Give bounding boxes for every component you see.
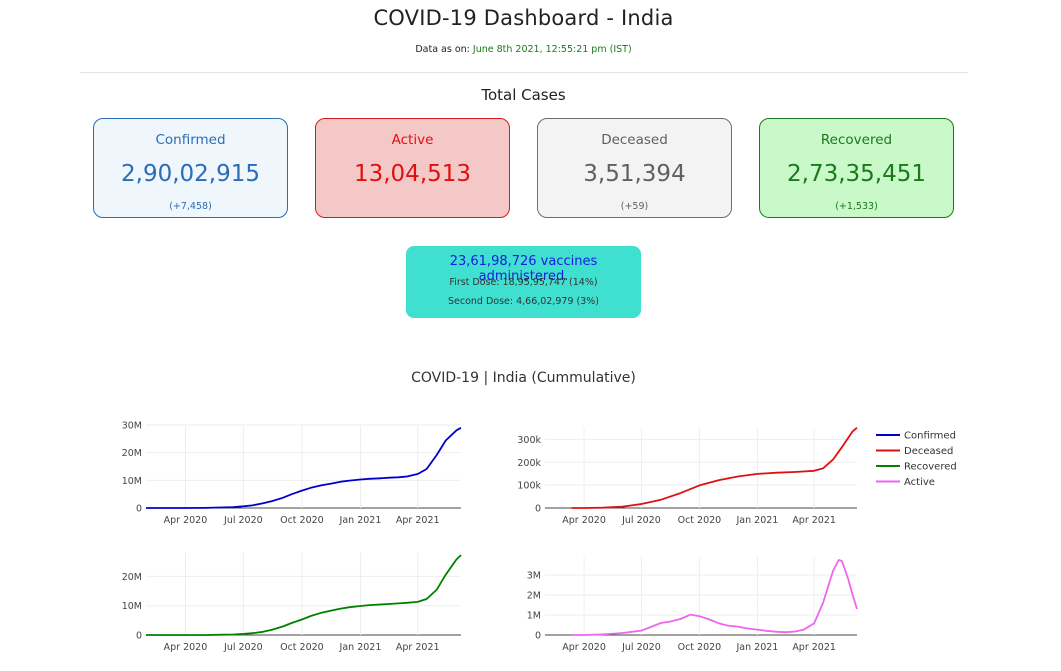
x-tick-label: Jul 2020 [223,642,263,653]
confirmed-card: Confirmed 2,90,02,915 (+7,458) [93,118,288,218]
y-tick-label: 200k [517,458,541,469]
second-dose: Second Dose: 4,66,02,979 (3%) [447,296,600,307]
x-tick-label: Jul 2020 [621,515,661,526]
x-tick-label: Apr 2021 [792,515,836,526]
legend-label: Recovered [904,462,957,473]
confirmed-value: 2,90,02,915 [121,161,260,187]
chart-legend[interactable]: Confirmed Deceased Recovered Active [876,431,957,489]
recovered-card: Recovered 2,73,35,451 (+1,533) [759,118,954,218]
first-dose: First Dose: 18,95,95,747 (14%) [449,277,598,288]
y-tick-label: 100k [517,481,541,492]
x-tick-label: Oct 2020 [678,642,722,653]
active-value: 13,04,513 [353,161,472,187]
recovered-chart[interactable]: 0 10M 20M Apr 2020 Jul 2020 Oct 2020 Jan 2021 A… [122,553,462,653]
active-card: Active 13,04,513 [315,118,510,218]
active-series-line[interactable] [571,559,858,636]
deceased-card: Deceased 3,51,394 (+59) [537,118,732,218]
x-tick-label: Apr 2021 [792,642,836,653]
legend-item-deceased[interactable]: Deceased [876,446,953,457]
legend-label: Deceased [904,446,953,457]
y-tick-label: 20M [122,448,142,459]
legend-item-recovered[interactable]: Recovered [876,462,957,473]
x-tick-label: Oct 2020 [678,515,722,526]
recovered-delta: (+1,533) [835,201,878,212]
timestamp-value: June 8th 2021, 12:55:21 pm (IST) [472,44,632,55]
charts-title: COVID-19 | India (Cummulative) [411,370,636,386]
legend-label: Active [904,477,935,488]
timestamp-label: Data as on: [415,44,473,55]
legend-label: Confirmed [904,431,956,442]
deceased-value: 3,51,394 [583,161,686,187]
y-tick-label: 2M [527,591,541,602]
y-tick-label: 0 [535,504,541,515]
y-tick-label: 300k [517,435,541,446]
x-tick-label: Apr 2021 [396,642,440,653]
x-tick-label: Oct 2020 [280,515,324,526]
y-tick-label: 10M [122,476,142,487]
y-tick-label: 3M [527,571,541,582]
confirmed-chart[interactable]: 0 10M 20M 30M Apr 2020 Jul 2020 Oct 2020 Jan 20… [122,421,462,527]
legend-item-active[interactable]: Active [876,477,935,488]
legend-item-confirmed[interactable]: Confirmed [876,431,956,442]
recovered-value: 2,73,35,451 [787,161,926,187]
x-tick-label: Jan 2021 [735,515,778,526]
recovered-label: Recovered [820,132,893,148]
deceased-chart[interactable]: 0 100k 200k 300k Apr 2020 Jul 2020 Oct 2020 Jan… [517,427,858,526]
page-title: COVID-19 Dashboard - India [373,6,674,30]
deceased-label: Deceased [601,132,668,148]
x-tick-label: Apr 2021 [396,515,440,526]
y-tick-label: 0 [535,631,541,642]
y-tick-label: 20M [122,572,142,583]
x-tick-label: Apr 2020 [562,642,606,653]
data-timestamp: Data as on: June 8th 2021, 12:55:21 pm (… [0,44,1047,55]
y-tick-label: 10M [122,601,142,612]
y-tick-label: 0 [136,504,142,515]
x-tick-label: Jul 2020 [621,642,661,653]
x-tick-label: Apr 2020 [164,642,208,653]
cumulative-charts[interactable]: 0 10M 20M 30M Apr 2020 Jul 2020 Oct 2020 Jan 20… [0,400,1061,671]
vaccines-administered: 23,61,98,726 vaccines administered. [449,254,598,284]
x-tick-label: Oct 2020 [280,642,324,653]
total-cases-title: Total Cases [481,86,566,104]
deceased-series-line[interactable] [571,427,858,509]
y-tick-label: 0 [136,631,142,642]
deceased-delta: (+59) [620,201,649,212]
y-tick-label: 1M [527,611,541,622]
confirmed-series-line[interactable] [146,427,462,509]
recovered-series-line[interactable] [146,554,462,636]
x-tick-label: Apr 2020 [562,515,606,526]
y-tick-label: 30M [122,421,142,432]
x-tick-label: Jan 2021 [339,515,382,526]
x-tick-label: Jan 2021 [735,642,778,653]
divider [80,72,968,73]
vaccine-summary: 23,61,98,726 vaccines administered. Firs… [406,246,641,318]
confirmed-label: Confirmed [155,132,226,148]
confirmed-delta: (+7,458) [169,201,212,212]
x-tick-label: Jul 2020 [223,515,263,526]
x-tick-label: Jan 2021 [339,642,382,653]
active-label: Active [391,132,434,148]
x-tick-label: Apr 2020 [164,515,208,526]
active-chart[interactable]: 0 1M 2M 3M Apr 2020 Jul 2020 Oct 2020 Jan 2021 A… [527,557,858,653]
